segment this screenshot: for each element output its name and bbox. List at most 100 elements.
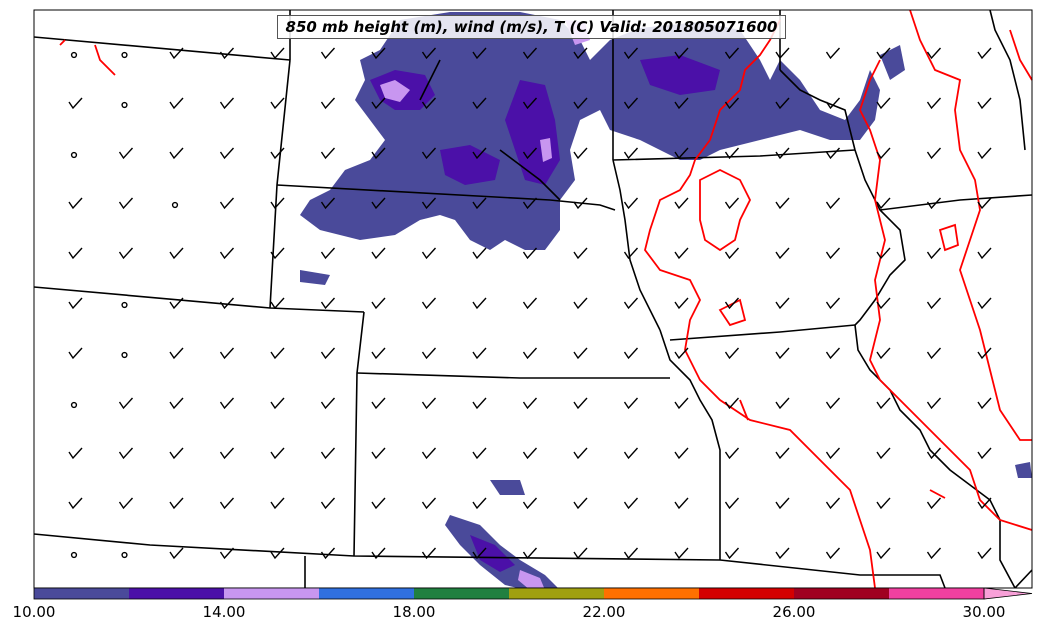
colorbar-tick-label: 30.00 bbox=[962, 603, 1006, 621]
wind-barb bbox=[724, 297, 740, 310]
wind-barb bbox=[623, 547, 639, 560]
wind-barb bbox=[775, 247, 790, 260]
wind-barb bbox=[926, 397, 942, 410]
wind-barb bbox=[775, 497, 790, 510]
border-line bbox=[659, 329, 721, 560]
wind-barb bbox=[977, 347, 992, 360]
border-line bbox=[356, 372, 670, 379]
wind-barb bbox=[472, 47, 487, 60]
wind-barb bbox=[219, 497, 235, 510]
wind-barb bbox=[623, 447, 639, 460]
wind-barb bbox=[472, 297, 487, 310]
border-line bbox=[719, 559, 946, 589]
wind-barb bbox=[219, 147, 235, 160]
wind-barb bbox=[371, 497, 386, 510]
wind-barb bbox=[876, 347, 891, 360]
wind-barb bbox=[219, 547, 235, 560]
wind-barb bbox=[68, 197, 83, 210]
wind-barb bbox=[522, 447, 538, 460]
isotherm-line bbox=[938, 223, 959, 252]
wind-barb bbox=[421, 397, 437, 410]
wind-barb bbox=[674, 347, 689, 360]
border-line bbox=[612, 159, 661, 331]
wind-barb bbox=[270, 147, 285, 160]
wind-barb bbox=[623, 197, 639, 210]
wind-barb bbox=[421, 197, 437, 210]
wind-barb bbox=[371, 347, 386, 360]
wind-barb bbox=[977, 147, 992, 160]
calm-wind-marker bbox=[121, 101, 128, 109]
wind-barb bbox=[421, 447, 437, 460]
precip-area-se bbox=[1015, 462, 1032, 478]
wind-barb bbox=[775, 297, 790, 310]
wind-barb bbox=[623, 97, 639, 110]
wind-barb bbox=[674, 297, 689, 310]
wind-barb bbox=[118, 447, 134, 460]
wind-barb bbox=[926, 97, 942, 110]
wind-barb bbox=[169, 497, 184, 510]
calm-wind-marker bbox=[70, 401, 78, 409]
wind-barb bbox=[320, 397, 336, 410]
wind-barb bbox=[876, 547, 891, 560]
wind-barb bbox=[472, 397, 487, 410]
wind-barb bbox=[472, 447, 487, 460]
colorbar-extend-arrow bbox=[983, 587, 1033, 600]
wind-barb bbox=[825, 297, 841, 310]
wind-barb bbox=[219, 97, 235, 110]
calm-wind-marker bbox=[70, 151, 78, 159]
wind-barb bbox=[270, 347, 285, 360]
wind-barb bbox=[876, 247, 891, 260]
wind-barb bbox=[876, 397, 891, 410]
wind-barb bbox=[573, 47, 588, 60]
wind-barb bbox=[219, 197, 235, 210]
isotherm-line bbox=[859, 59, 1033, 531]
wind-barb bbox=[977, 47, 992, 60]
wind-barb bbox=[724, 97, 740, 110]
wind-barbs bbox=[68, 47, 992, 560]
wind-barb bbox=[320, 147, 336, 160]
wind-barb bbox=[371, 247, 386, 260]
border-line bbox=[669, 324, 856, 341]
wind-barb bbox=[219, 297, 235, 310]
wind-barb bbox=[371, 197, 386, 210]
wind-barb bbox=[724, 247, 740, 260]
border-line bbox=[33, 533, 721, 561]
wind-barb bbox=[472, 147, 487, 160]
wind-barb bbox=[623, 347, 639, 360]
isotherm-line bbox=[739, 399, 749, 421]
wind-barb bbox=[724, 197, 740, 210]
border-line bbox=[33, 36, 291, 61]
wind-barb bbox=[118, 197, 134, 210]
wind-barb bbox=[472, 497, 487, 510]
wind-barb bbox=[522, 297, 538, 310]
wind-barb bbox=[825, 347, 841, 360]
colorbar-segment bbox=[604, 588, 700, 599]
wind-barb bbox=[977, 97, 992, 110]
wind-barb bbox=[674, 247, 689, 260]
wind-barb bbox=[270, 97, 285, 110]
wind-barb bbox=[270, 47, 285, 60]
wind-barb bbox=[674, 197, 689, 210]
wind-barb bbox=[320, 497, 336, 510]
wind-barb bbox=[825, 247, 841, 260]
colorbar-segment bbox=[509, 588, 605, 599]
wind-barb bbox=[68, 447, 83, 460]
wind-barb bbox=[169, 547, 184, 560]
wind-barb bbox=[876, 497, 891, 510]
wind-barb bbox=[825, 547, 841, 560]
wind-barb bbox=[876, 97, 891, 110]
wind-barb bbox=[371, 397, 386, 410]
wind-barb bbox=[876, 47, 891, 60]
precip-high-sw bbox=[518, 570, 545, 590]
colorbar-outline bbox=[33, 587, 985, 600]
wind-barb bbox=[421, 547, 437, 560]
wind-barb bbox=[573, 97, 588, 110]
colorbar-segment bbox=[794, 588, 890, 599]
isotherm-line bbox=[1009, 29, 1033, 81]
wind-barb bbox=[118, 147, 134, 160]
wind-barb bbox=[573, 347, 588, 360]
calm-wind-marker bbox=[70, 51, 78, 59]
wind-barb bbox=[522, 97, 538, 110]
border-line bbox=[779, 69, 856, 151]
